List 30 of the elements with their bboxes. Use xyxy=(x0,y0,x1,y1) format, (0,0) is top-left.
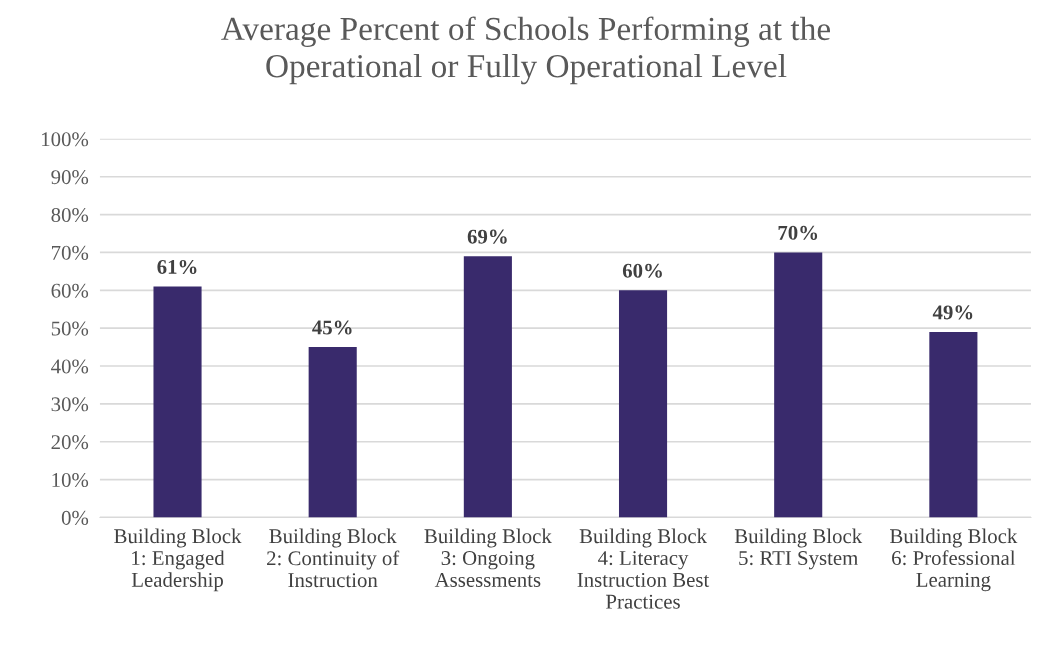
bar xyxy=(618,290,668,518)
y-tick-label: 30% xyxy=(51,397,89,412)
x-tick-label: Building Block 1: Engaged Leadership xyxy=(114,528,242,592)
y-tick-label: 70% xyxy=(52,245,89,260)
y-tick-label: 0% xyxy=(61,510,89,525)
x-tick-label: Building Block 5: RTI System xyxy=(734,528,863,570)
chart-title: Average Percent of Schools Performing at the Operational or Fully Operational Level xyxy=(221,16,830,85)
y-tick-label: 50% xyxy=(51,321,89,336)
y-tick-label: 60% xyxy=(51,283,89,298)
data-label: 60% xyxy=(622,263,662,278)
bar xyxy=(463,256,512,518)
x-tick-label: Building Block 4: Literacy Instruction Best Practices xyxy=(577,528,710,609)
y-tick-label: 80% xyxy=(51,207,89,223)
data-label: 69% xyxy=(467,229,507,244)
data-label: 70% xyxy=(778,225,818,240)
data-label: 49% xyxy=(932,305,973,320)
data-label: 61% xyxy=(157,259,197,275)
y-tick-label: 100% xyxy=(42,132,89,147)
data-label: 45% xyxy=(312,320,352,335)
x-tick-label: Building Block 2: Continuity of Instruction xyxy=(267,528,400,588)
y-tick-label: 90% xyxy=(51,170,89,185)
y-tick-label: 20% xyxy=(51,435,89,450)
x-tick-label: Building Block 6: Professional Learning xyxy=(890,528,1018,592)
bar xyxy=(153,286,202,518)
x-tick-label: Building Block 3: Ongoing Assessments xyxy=(424,528,552,587)
bar xyxy=(774,252,823,518)
bar xyxy=(929,331,978,518)
y-tick-label: 40% xyxy=(51,359,89,374)
y-tick-label: 10% xyxy=(52,472,89,488)
bar xyxy=(308,347,357,518)
